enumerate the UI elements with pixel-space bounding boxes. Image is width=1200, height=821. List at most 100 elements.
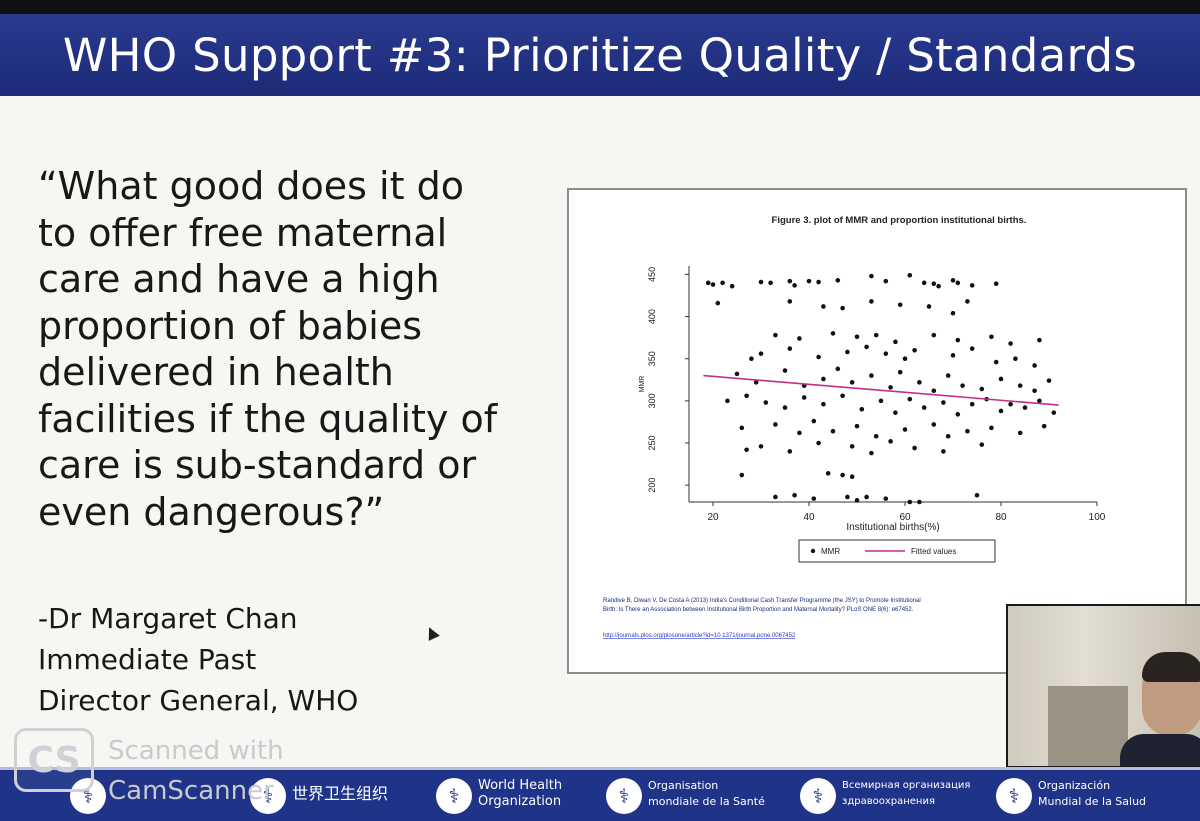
scatter-point	[998, 408, 1004, 414]
scatter-point	[993, 359, 999, 365]
scatter-point	[883, 278, 889, 284]
legend-label-mmr: MMR	[821, 547, 840, 556]
camscanner-watermark: Scanned with CamScanner	[108, 731, 284, 811]
scatter-point	[854, 334, 860, 340]
scatter-point	[979, 386, 985, 392]
attribution-line: -Dr Margaret Chan	[38, 602, 298, 635]
scatter-point	[926, 304, 932, 309]
scatter-point	[763, 400, 769, 405]
scatter-point	[849, 380, 855, 385]
legend: MMR Fitted values	[798, 539, 996, 563]
scatter-point	[931, 332, 937, 338]
x-axis-label: Institutional births(%)	[846, 522, 939, 533]
scatter-point	[845, 494, 850, 500]
scatter-point	[797, 336, 802, 341]
scatter-point	[969, 346, 975, 351]
scatter-point	[907, 272, 913, 278]
scatter-point	[710, 282, 716, 287]
scatter-point	[989, 334, 994, 340]
scatter-point	[936, 283, 941, 289]
scatter-point	[773, 332, 778, 338]
scatter-point	[816, 279, 821, 285]
quote-line: facilities if the quality of	[38, 396, 498, 441]
quote-line: even dangerous?”	[38, 489, 385, 534]
scatter-point	[902, 427, 908, 432]
scatter-point	[840, 305, 845, 311]
scatter-point	[1022, 405, 1028, 410]
scatter-point	[753, 380, 759, 385]
scatter-point	[917, 499, 922, 505]
scatter-point	[792, 492, 797, 498]
scatter-point	[902, 356, 908, 362]
scatter-point	[835, 366, 841, 372]
scatter-point	[869, 273, 874, 279]
scatter-point	[950, 353, 956, 358]
scatter-point	[801, 395, 807, 400]
y-tick-label: 250	[647, 435, 657, 450]
chart-title: Figure 3. plot of MMR and proportion ins…	[772, 215, 1027, 226]
footer-org-russian: Всемирная организация здравоохранения	[842, 780, 971, 807]
scatter-point	[720, 280, 725, 286]
who-emblem-icon: ⚕	[250, 778, 286, 814]
scatter-point	[969, 283, 975, 288]
scatter-point	[1017, 430, 1023, 436]
footer-org-french: Organisation mondiale de la Santé	[648, 779, 765, 808]
scatter-point	[1032, 388, 1037, 394]
legend-marker	[810, 548, 816, 554]
scatter-point	[1013, 356, 1018, 362]
scatter-point	[864, 344, 869, 350]
y-axis-label: MMR	[639, 376, 646, 393]
scatter-point	[782, 368, 788, 373]
y-tick-label: 450	[647, 267, 657, 282]
watermark-line: CamScanner	[108, 776, 274, 806]
scatter-point	[998, 376, 1004, 382]
scatter-point	[811, 418, 817, 424]
scatter-point	[974, 492, 980, 498]
scatter-point	[965, 299, 970, 304]
scatter-point	[1037, 398, 1042, 404]
scatter-point	[912, 347, 917, 353]
scatter-point	[845, 349, 850, 355]
scatter-point	[830, 428, 836, 434]
mouse-cursor-icon: ▲	[421, 620, 441, 643]
scatter-point	[955, 412, 961, 417]
scatter-point	[883, 351, 889, 356]
scatter-point	[849, 474, 855, 480]
camscanner-logo: CS	[14, 728, 94, 792]
y-tick-label: 300	[647, 393, 657, 408]
fitted-values-line	[703, 374, 1059, 406]
scatter-point	[955, 337, 961, 343]
y-tick-label: 350	[647, 351, 657, 366]
scatter-point	[893, 339, 898, 345]
scatter-point	[921, 280, 927, 286]
legend-label-fitted: Fitted values	[911, 547, 956, 556]
scatter-point	[787, 449, 793, 454]
source-link[interactable]: http://journals.plos.org/plosone/article…	[603, 633, 796, 639]
figure-panel: Figure 3. plot of MMR and proportion ins…	[567, 188, 1187, 674]
watermark-line: Scanned with	[108, 736, 284, 766]
attribution: -Dr Margaret Chan Immediate Past Directo…	[38, 598, 358, 721]
scatter-point	[821, 401, 826, 407]
scatter-point	[979, 442, 985, 447]
who-emblem-icon: ⚕	[996, 778, 1032, 814]
scatter-point	[873, 332, 879, 338]
scatter-point	[931, 388, 937, 394]
scatter-point	[912, 445, 917, 451]
scatter-point	[797, 430, 802, 436]
scatter-point	[816, 440, 821, 446]
scatter-point	[758, 444, 764, 449]
scatter-point	[787, 278, 793, 284]
scatter-point	[917, 380, 922, 385]
y-tick-label: 400	[647, 309, 657, 324]
scatter-point	[869, 450, 874, 456]
x-tick-label: 60	[899, 512, 911, 523]
x-tick-label: 40	[803, 512, 815, 523]
scatter-point	[960, 383, 965, 388]
scatter-point	[787, 299, 793, 304]
scatter-point	[811, 496, 817, 501]
scatter-chart: Figure 3. plot of MMR and proportion ins…	[603, 215, 1106, 639]
scatter-point	[1032, 363, 1037, 368]
footer-org-english: World Health Organization	[478, 778, 563, 809]
quote-line: “What good does it do	[38, 164, 464, 208]
scatter-point	[1051, 410, 1057, 415]
